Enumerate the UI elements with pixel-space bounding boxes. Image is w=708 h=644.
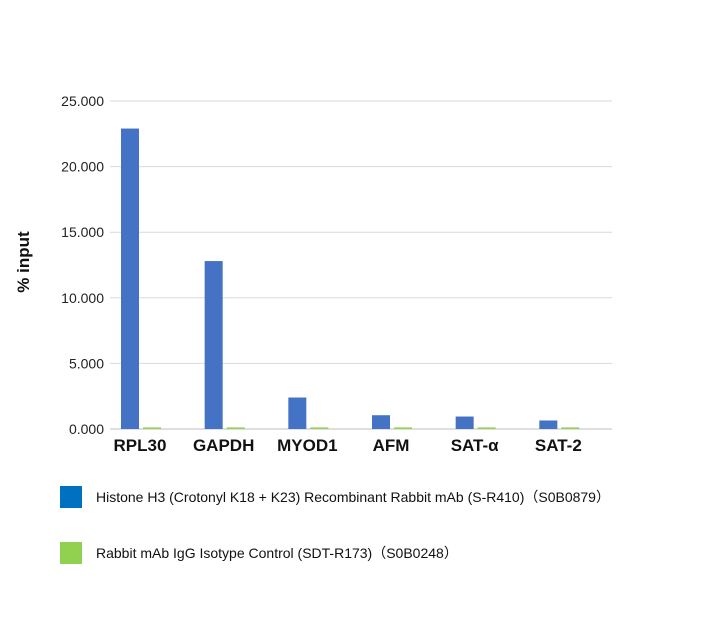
y-axis: 0.000 5.000 10.000 15.000 20.000 25.000 (61, 93, 104, 437)
x-tick-label: RPL30 (114, 436, 167, 455)
legend-swatch-histone (60, 486, 82, 508)
legend-item-histone: Histone H3 (Crotonyl K18 + K23) Recombin… (60, 485, 610, 509)
x-tick-label: SAT-2 (535, 436, 582, 455)
y-tick-label: 0.000 (69, 421, 104, 437)
bar-igg (226, 427, 245, 429)
bars (121, 128, 580, 429)
bar-igg (143, 427, 161, 429)
bar-histone (455, 416, 474, 429)
bar-igg (561, 427, 580, 429)
legend-label-igg: Rabbit mAb IgG Isotype Control (SDT-R173… (96, 545, 458, 561)
bar-histone (121, 128, 139, 429)
y-axis-label: % input (14, 231, 33, 293)
legend-swatch-igg (60, 542, 82, 564)
y-tick-label: 15.000 (61, 224, 104, 240)
bar-histone (288, 397, 307, 429)
bar-histone (372, 415, 390, 429)
bar-igg (477, 427, 496, 429)
y-tick-label: 25.000 (61, 93, 104, 109)
gridlines (110, 100, 612, 430)
y-tick-label: 20.000 (61, 159, 104, 175)
legend-label-histone: Histone H3 (Crotonyl K18 + K23) Recombin… (96, 489, 610, 505)
y-tick-label: 10.000 (61, 290, 104, 306)
x-tick-label: SAT-α (451, 436, 499, 455)
x-tick-label: GAPDH (193, 436, 254, 455)
legend-item-igg: Rabbit mAb IgG Isotype Control (SDT-R173… (60, 541, 458, 565)
bar-igg (394, 427, 412, 429)
y-tick-label: 5.000 (69, 355, 104, 371)
bar-histone (204, 261, 223, 429)
x-tick-label: AFM (373, 436, 410, 455)
bar-igg (310, 427, 329, 429)
bar-histone (539, 420, 558, 429)
x-tick-label: MYOD1 (277, 436, 337, 455)
x-axis: RPL30 GAPDH MYOD1 AFM SAT-α SAT-2 (114, 436, 582, 455)
